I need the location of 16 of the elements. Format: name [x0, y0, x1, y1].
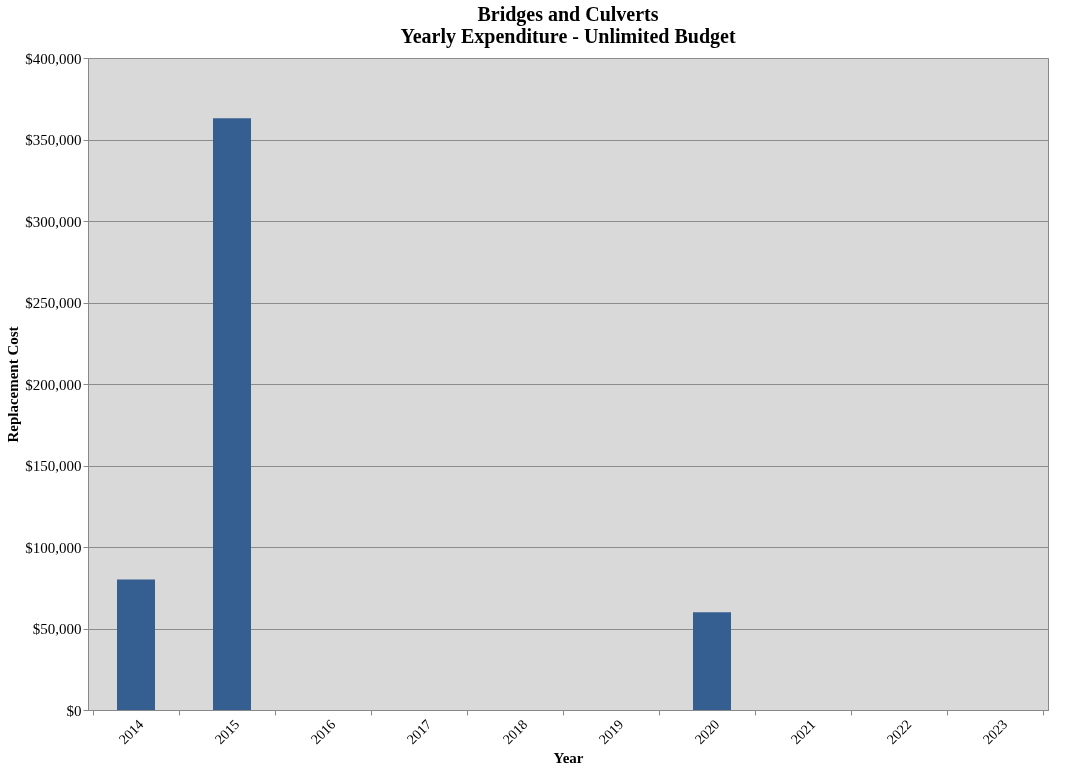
bar	[693, 612, 731, 710]
x-axis-title: Year	[553, 750, 584, 767]
y-tick-label: $0	[66, 702, 82, 719]
text: Bridges and Culverts	[477, 3, 659, 25]
y-tick-label: $150,000	[25, 458, 82, 474]
y-tick-label: $100,000	[25, 539, 82, 556]
y-tick-label: $300,000	[25, 213, 82, 230]
y-axis-title: Replacement Cost	[5, 326, 22, 443]
y-tick-label: $200,000	[25, 376, 82, 393]
y-tick-label: $50,000	[32, 621, 82, 637]
bar	[117, 579, 155, 710]
y-tick-label: $250,000	[25, 295, 82, 311]
bar	[213, 118, 251, 710]
y-tick-label: $350,000	[25, 132, 82, 148]
y-tick-label: $400,000	[25, 50, 82, 67]
text: Yearly Expenditure - Unlimited Budget	[400, 25, 736, 47]
